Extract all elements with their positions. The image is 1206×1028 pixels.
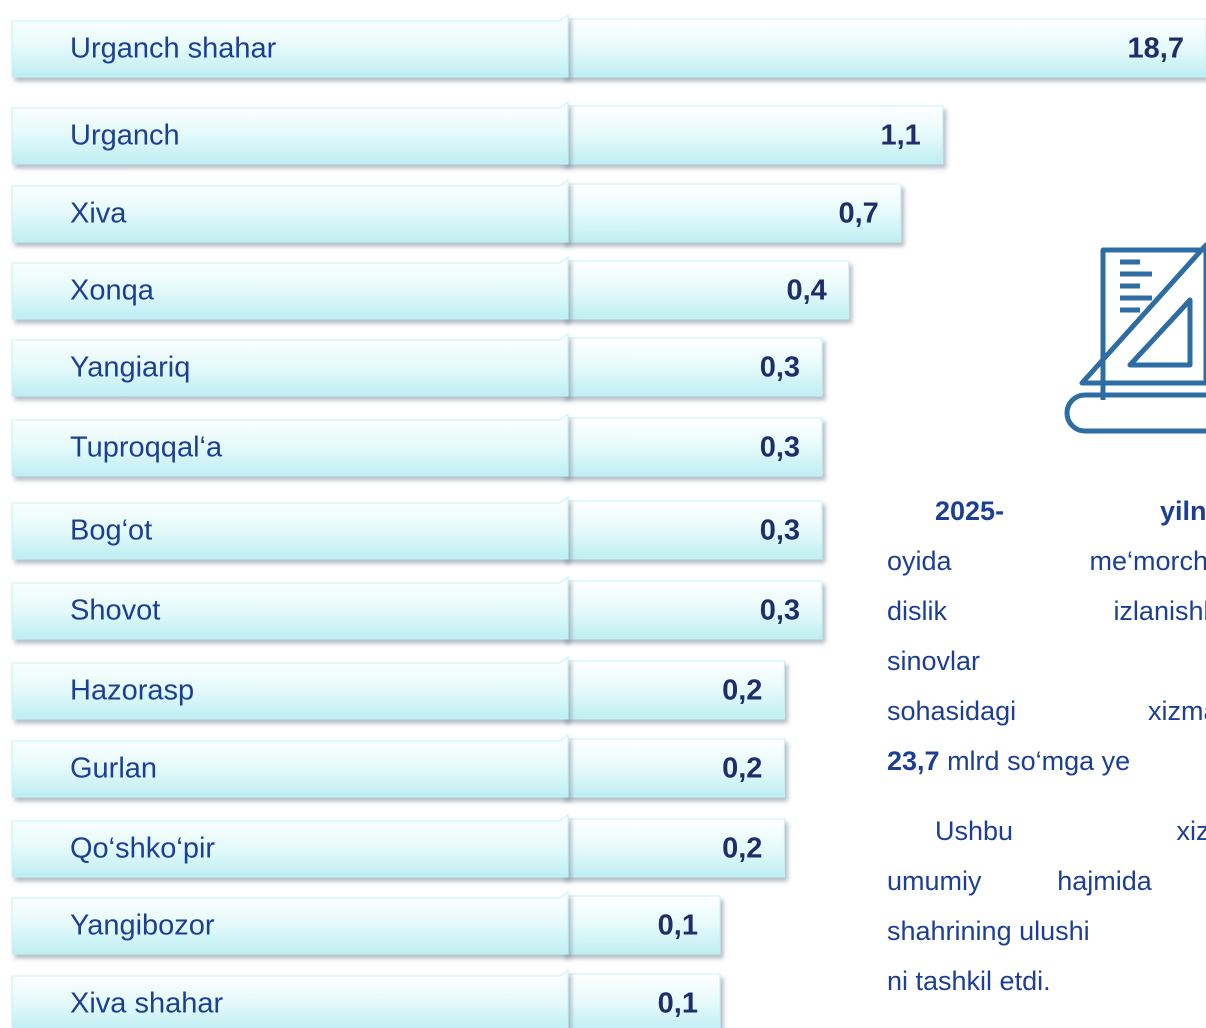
category-box [11, 14, 569, 78]
word: izlanishlari, [1113, 596, 1206, 626]
word: hajmida [1057, 866, 1152, 896]
text-line: ni tashkil etdi. [887, 966, 1206, 997]
category-label: Xiva [70, 198, 127, 230]
category-box [11, 969, 569, 1028]
word: dislik [887, 596, 948, 626]
category-label: Tuproqqal‘a [70, 432, 223, 464]
value-label: 0,7 [838, 198, 878, 230]
category-box [11, 576, 569, 640]
text-line: umumiyhajmidaU [887, 866, 1206, 897]
bar [561, 183, 902, 243]
category-label: Urganch [70, 120, 180, 152]
word: sinovlar [887, 646, 981, 676]
category-box [11, 333, 569, 397]
category-label: Xonqa [70, 275, 155, 307]
bar [561, 417, 823, 477]
category-label: Xiva shahar [70, 988, 223, 1020]
bar [561, 738, 785, 798]
text-span: dislik izlanishlari, [887, 596, 1206, 627]
bar [561, 895, 721, 955]
value-label: 18,7 [1128, 33, 1184, 65]
category-label: Yangiariq [70, 352, 190, 384]
category-label: Qo‘shko‘pir [70, 833, 215, 865]
category-box [11, 413, 569, 477]
category-box [11, 256, 569, 320]
category-box [11, 101, 569, 165]
category-box [11, 496, 569, 560]
bar [561, 660, 785, 720]
bar [561, 337, 823, 397]
text-span: mlrd so‘mga ye [939, 746, 1131, 776]
word: 2025- [935, 496, 1005, 526]
text-line: oyida me‘morchilik, [887, 546, 1206, 577]
value-label: 0,1 [658, 910, 698, 942]
text-span: ni tashkil etdi. [887, 966, 1051, 996]
word: yilning [1160, 496, 1206, 526]
bar [561, 818, 785, 878]
category-label: Bog‘ot [70, 515, 152, 547]
bar [561, 105, 944, 165]
category-label: Urganch shahar [70, 33, 277, 65]
bar [561, 500, 823, 560]
category-label: Hazorasp [70, 675, 194, 707]
text-span: 23,7 [887, 746, 940, 776]
category-label: Yangibozor [70, 910, 215, 942]
word: oyida [887, 546, 952, 576]
text-span: sinovlarva [887, 646, 1206, 677]
value-label: 0,2 [722, 675, 762, 707]
text-span: 2025- yilning [935, 496, 1206, 527]
value-label: 0,3 [760, 595, 800, 627]
category-box [11, 179, 569, 243]
category-box [11, 734, 569, 798]
text-line: sohasidagi xizmatla [887, 696, 1206, 727]
word: me‘morchilik, [1089, 546, 1206, 576]
category-box [11, 814, 569, 878]
text-line: sinovlarva [887, 646, 1206, 677]
category-box [11, 656, 569, 720]
text-span: umumiyhajmidaU [887, 866, 1206, 897]
category-label: Shovot [70, 595, 160, 627]
text-span: shahrining ulushi [887, 916, 1098, 946]
value-label: 0,3 [760, 432, 800, 464]
category-label: Gurlan [70, 753, 157, 785]
word: sohasidagi [887, 696, 1017, 726]
text-line: Ushbu xizma [935, 816, 1206, 847]
word: xizma [1176, 816, 1206, 846]
bar [561, 580, 823, 640]
bar [561, 18, 1206, 78]
icon [1064, 242, 1206, 434]
value-label: 0,4 [786, 275, 826, 307]
value-label: 0,2 [722, 833, 762, 865]
word: Ushbu [935, 816, 1014, 846]
value-label: 0,2 [722, 753, 762, 785]
value-label: 1,1 [880, 120, 920, 152]
category-box [11, 891, 569, 955]
text-line: shahrining ulushi 78 [887, 916, 1206, 947]
text-span: sohasidagi xizmatla [887, 696, 1206, 727]
text-line: dislik izlanishlari, [887, 596, 1206, 627]
bar [561, 260, 850, 320]
text-line: 2025- yilning [935, 496, 1206, 527]
text-span: Ushbu xizma [935, 816, 1206, 847]
word: xizmatla [1147, 696, 1206, 726]
text-line: 23,7 mlrd so‘mga ye [887, 746, 1206, 777]
word: umumiy [887, 866, 982, 896]
text-span: oyida me‘morchilik, [887, 546, 1206, 577]
value-label: 0,1 [658, 988, 698, 1020]
value-label: 0,3 [760, 352, 800, 384]
value-label: 0,3 [760, 515, 800, 547]
